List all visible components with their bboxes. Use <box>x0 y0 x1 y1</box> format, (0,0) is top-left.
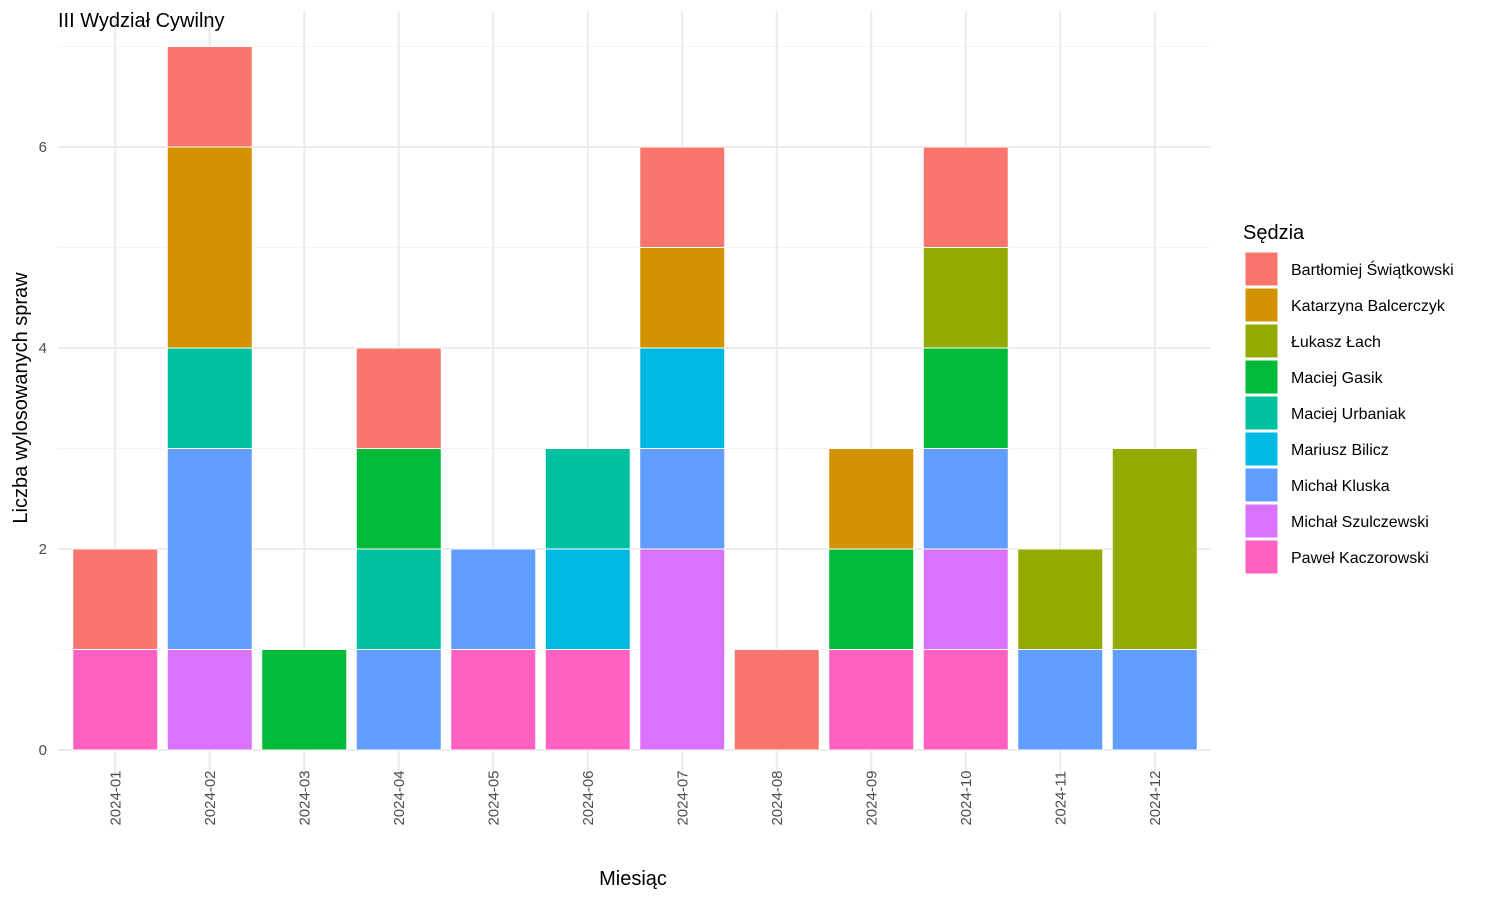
bar-segment <box>261 649 348 751</box>
legend-swatch <box>1244 503 1279 539</box>
bar-segment <box>72 649 159 751</box>
y-axis-ticks: 0 2 4 6 <box>39 139 47 759</box>
bar-segment <box>544 649 631 751</box>
bar-segment <box>922 247 1009 349</box>
x-axis-ticks: 2024-01 2024-02 2024-03 2024-04 2024-05 2024-… <box>107 770 1164 825</box>
bar-segment <box>828 649 915 751</box>
bar-segment <box>1017 649 1104 751</box>
bar-segment <box>450 649 537 751</box>
x-tick-label: 2024-08 <box>769 770 786 825</box>
x-tick-label: 2024-10 <box>958 770 975 825</box>
bar-segment <box>355 649 442 751</box>
legend-items: Bartłomiej Świątkowski Katarzyna Balcercz… <box>1244 251 1454 575</box>
legend-label: Maciej Gasik <box>1291 370 1384 387</box>
bar-segment <box>166 146 253 349</box>
bar-segment <box>639 247 726 349</box>
legend-label: Katarzyna Balcerczyk <box>1291 298 1446 315</box>
bar-segment <box>166 448 253 650</box>
bar-segment <box>355 548 442 650</box>
x-axis-title: Miesiąc <box>599 868 667 890</box>
y-tick-label: 4 <box>39 340 47 357</box>
y-tick-label: 2 <box>39 541 47 558</box>
legend-swatch <box>1244 431 1279 467</box>
chart-title: III Wydział Cywilny <box>58 10 225 32</box>
legend-swatch <box>1244 467 1279 503</box>
y-tick-label: 0 <box>39 742 47 759</box>
x-tick-label: 2024-12 <box>1147 770 1164 825</box>
legend-label: Łukasz Łach <box>1291 334 1381 351</box>
bar-segment <box>733 649 820 751</box>
legend-swatch <box>1244 539 1279 575</box>
bar-segment <box>450 548 537 650</box>
legend-swatch <box>1244 323 1279 359</box>
bar-segment <box>922 649 1009 751</box>
legend-label: Bartłomiej Świątkowski <box>1291 260 1454 279</box>
bar-segment <box>922 548 1009 650</box>
bar-segment <box>1111 649 1198 751</box>
x-tick-label: 2024-11 <box>1052 771 1069 825</box>
bar-segment <box>544 548 631 650</box>
bar-segment <box>639 548 726 751</box>
bar-segment <box>1111 448 1198 650</box>
x-tick-label: 2024-07 <box>674 770 691 825</box>
bar-segment <box>544 448 631 550</box>
x-tick-label: 2024-01 <box>107 770 124 825</box>
bars <box>72 46 1198 751</box>
legend-swatch <box>1244 251 1279 287</box>
bar-segment <box>166 347 253 449</box>
bar-segment <box>72 548 159 650</box>
y-axis-title: Liczba wylosowanych spraw <box>10 272 32 524</box>
bar-segment <box>639 448 726 550</box>
legend-label: Michał Szulczewski <box>1291 514 1429 531</box>
legend-label: Paweł Kaczorowski <box>1291 550 1429 567</box>
legend-title: Sędzia <box>1243 222 1305 244</box>
x-tick-label: 2024-06 <box>580 770 597 825</box>
bar-segment <box>639 146 726 248</box>
x-tick-label: 2024-09 <box>863 770 880 825</box>
y-tick-label: 6 <box>39 139 47 156</box>
bar-segment <box>355 347 442 449</box>
legend: Sędzia Bartłomiej Świątkowski Katarzyna B… <box>1243 222 1454 575</box>
legend-swatch <box>1244 359 1279 395</box>
legend-label: Maciej Urbaniak <box>1291 406 1407 423</box>
bar-segment <box>922 347 1009 449</box>
bar-segment <box>166 649 253 751</box>
bar-segment <box>828 548 915 650</box>
bar-segment <box>1017 548 1104 650</box>
legend-label: Mariusz Bilicz <box>1291 442 1389 459</box>
bar-segment <box>166 46 253 148</box>
bar-segment <box>922 146 1009 248</box>
x-tick-label: 2024-05 <box>485 770 502 825</box>
legend-swatch <box>1244 395 1279 431</box>
legend-swatch <box>1244 287 1279 323</box>
bar-segment <box>639 347 726 449</box>
bar-segment <box>828 448 915 550</box>
x-tick-label: 2024-03 <box>296 770 313 825</box>
x-tick-label: 2024-04 <box>391 770 408 825</box>
bar-segment <box>355 448 442 550</box>
x-tick-label: 2024-02 <box>202 770 219 825</box>
bar-segment <box>922 448 1009 550</box>
legend-label: Michał Kluska <box>1291 478 1390 495</box>
